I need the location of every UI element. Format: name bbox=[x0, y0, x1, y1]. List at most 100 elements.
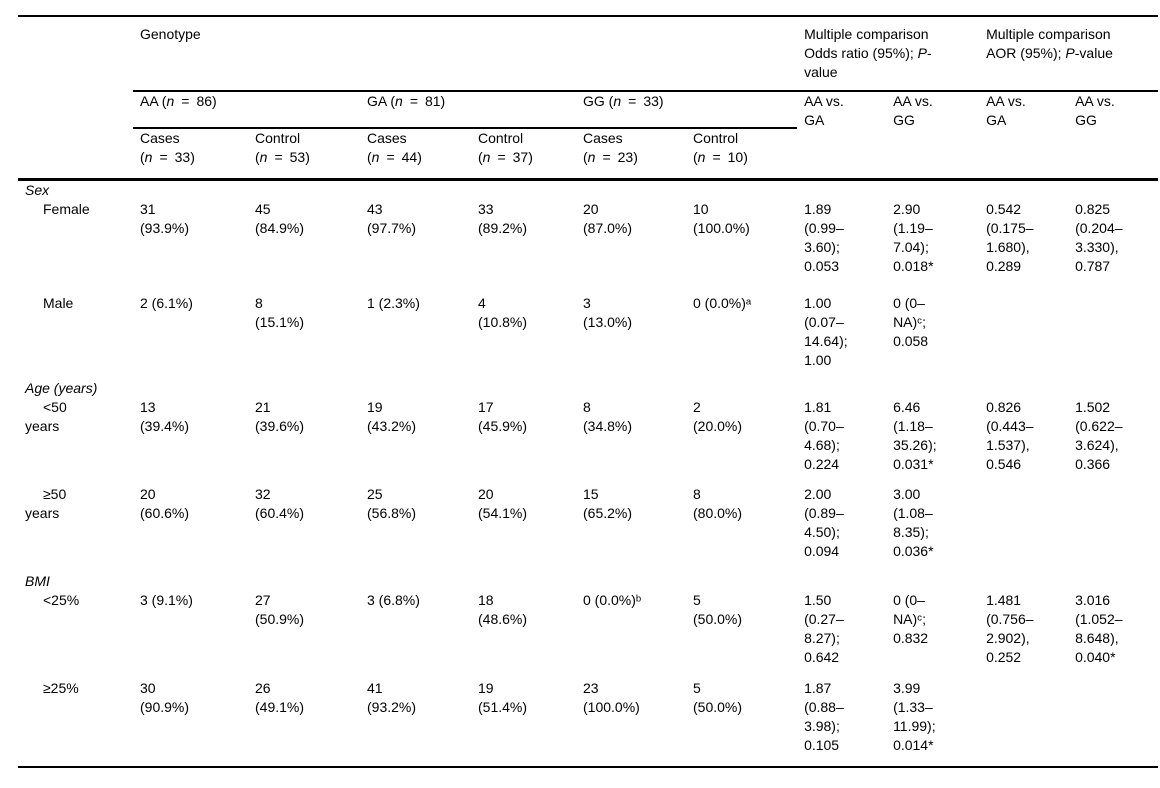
row-label: Female bbox=[43, 200, 90, 217]
subcolumn-header-ga-control: Control (n = 37) bbox=[471, 128, 576, 181]
section-title: Age (years) bbox=[25, 379, 98, 396]
table-cell: 19 (43.2%) bbox=[367, 398, 417, 434]
table-cell: 45 (84.9%) bbox=[255, 200, 305, 236]
table-body: Sex Female 31 (93.9%) 45 (84.9%) 43 (97.… bbox=[18, 179, 1159, 768]
table-cell: 1.81 (0.70– 4.68); 0.224 bbox=[804, 398, 844, 472]
section-title: BMI bbox=[25, 572, 50, 589]
group-aa-n-italic: n bbox=[166, 93, 175, 109]
table-cell: 25 (56.8%) bbox=[367, 485, 417, 521]
table-cell: 17 (45.9%) bbox=[478, 398, 528, 434]
row-label: ≥50 years bbox=[25, 485, 67, 521]
table-cell: 0 (0.0%)ᵇ bbox=[583, 591, 642, 608]
header-row-genotype-groups: AA (n = 86) GA (n = 81) GG (n = 33) AA v… bbox=[18, 91, 1159, 181]
table-cell: 2 (6.1%) bbox=[140, 294, 193, 311]
aor-header-p-italic: P bbox=[1065, 45, 1075, 61]
table-cell: 1.89 (0.99– 3.60); 0.053 bbox=[804, 200, 844, 274]
group-aa-post: = 86) bbox=[174, 93, 217, 109]
table-cell: 10 (100.0%) bbox=[693, 200, 750, 236]
table-cell: 27 (50.9%) bbox=[255, 591, 305, 627]
or-header-rest: - value bbox=[804, 45, 932, 80]
subcol-post: = 23) bbox=[595, 149, 638, 165]
table-cell: 20 (60.6%) bbox=[140, 485, 190, 521]
table-cell: 5 (50.0%) bbox=[686, 678, 798, 768]
or-header-p-italic: P bbox=[917, 45, 928, 61]
table-cell: 0.542 (0.175– 1.680), 0.289 bbox=[986, 200, 1034, 274]
aor-header-text: Multiple comparison AOR (95%); bbox=[986, 26, 1111, 61]
row-label-column-header bbox=[18, 15, 133, 181]
table-cell: 0 (0.0%)ᵃ bbox=[693, 294, 752, 311]
section-row-sex: Sex bbox=[18, 179, 1158, 200]
subcol-n-italic: n bbox=[482, 149, 491, 165]
row-label: <25% bbox=[43, 591, 80, 608]
group-gg-pre: GG ( bbox=[583, 93, 614, 109]
table-cell: 13 (39.4%) bbox=[140, 398, 190, 434]
subcol-post: = 33) bbox=[152, 149, 195, 165]
subcol-n-italic: n bbox=[697, 149, 706, 165]
table-cell: 1.481 (0.756– 2.902), 0.252 bbox=[986, 591, 1034, 665]
table-cell: 21 (39.6%) bbox=[255, 398, 305, 434]
subcolumn-header-gg-cases: Cases (n = 23) bbox=[576, 128, 686, 181]
header-row-spanners: Genotype Multiple comparison Odds ratio … bbox=[18, 15, 1159, 181]
genotype-spanner-label: Genotype bbox=[140, 26, 201, 42]
table-cell: 8 (34.8%) bbox=[583, 398, 633, 434]
group-header-aa: AA (n = 86) bbox=[133, 91, 360, 129]
group-aa-pre: AA ( bbox=[140, 93, 167, 109]
group-header-gg: GG (n = 33) bbox=[576, 91, 798, 129]
or-header-text: Multiple comparison Odds ratio (95%); bbox=[804, 26, 929, 61]
table-row-bmi-under25: <25% 3 (9.1%) 27 (50.9%) 3 (6.8%) 18 (48… bbox=[18, 591, 1158, 679]
table-cell: 8 (15.1%) bbox=[255, 294, 305, 330]
table-row-under50: <50 years 13 (39.4%) 21 (39.6%) 19 (43.2… bbox=[18, 398, 1158, 485]
genotype-comparison-table: Genotype Multiple comparison Odds ratio … bbox=[18, 15, 1159, 768]
section-row-bmi: BMI bbox=[18, 572, 1158, 591]
table-cell bbox=[979, 485, 1068, 572]
group-gg-post: = 33) bbox=[621, 93, 664, 109]
subcol-pre: Cases ( bbox=[583, 130, 623, 165]
comparison-header-or-aa-vs-ga: AA vs. GA bbox=[797, 91, 887, 181]
row-label: Male bbox=[43, 294, 74, 311]
table-cell: 41 (93.2%) bbox=[360, 678, 471, 768]
table-cell: 2.90 (1.19– 7.04); 0.018* bbox=[893, 200, 934, 274]
table-cell: 31 (93.9%) bbox=[140, 200, 190, 236]
table-cell bbox=[979, 678, 1069, 768]
comparison-header-aor-aa-vs-gg: AA vs. GG bbox=[1068, 91, 1159, 181]
subcol-n-italic: n bbox=[371, 149, 380, 165]
table-cell: 3.00 (1.08– 8.35); 0.036* bbox=[893, 485, 934, 559]
table-cell: 3 (6.8%) bbox=[367, 591, 420, 608]
comparison-header-or-aa-vs-gg: AA vs. GG bbox=[886, 91, 980, 181]
group-ga-post: = 81) bbox=[402, 93, 446, 109]
table-row-over50: ≥50 years 20 (60.6%) 32 (60.4%) 25 (56.8… bbox=[18, 485, 1158, 572]
table-cell: 18 (48.6%) bbox=[478, 591, 528, 627]
subcol-pre: Cases ( bbox=[367, 130, 407, 165]
table-cell: 0.825 (0.204– 3.330), 0.787 bbox=[1075, 200, 1123, 274]
table-cell: 2.00 (0.89– 4.50); 0.094 bbox=[804, 485, 844, 559]
table-cell: 33 (89.2%) bbox=[478, 200, 528, 236]
table-cell: 20 (87.0%) bbox=[583, 200, 633, 236]
table-cell: 32 (60.4%) bbox=[255, 485, 305, 521]
table-cell: 26 (49.1%) bbox=[248, 678, 360, 768]
table-cell: 1 (2.3%) bbox=[367, 294, 420, 311]
table-row-bmi-over25: ≥25% 30 (90.9%) 26 (49.1%) 41 (93.2%) 19… bbox=[18, 678, 1159, 768]
table-cell: 1.502 (0.622– 3.624), 0.366 bbox=[1075, 398, 1123, 472]
table-cell: 19 (51.4%) bbox=[471, 678, 576, 768]
table-cell: 6.46 (1.18– 35.26); 0.031* bbox=[893, 398, 937, 472]
table-header: Genotype Multiple comparison Odds ratio … bbox=[18, 15, 1159, 181]
genotype-spanner-header: Genotype bbox=[133, 15, 798, 92]
table-cell: 0 (0– NA)ᶜ; 0.058 bbox=[893, 294, 929, 349]
table-cell: 3 (9.1%) bbox=[140, 591, 193, 608]
table-cell: 0.826 (0.443– 1.537), 0.546 bbox=[986, 398, 1034, 472]
subcol-pre: Control ( bbox=[693, 130, 739, 165]
table-cell bbox=[1068, 678, 1159, 768]
table-cell: 1.87 (0.88– 3.98); 0.105 bbox=[797, 678, 887, 768]
subcol-pre: Cases ( bbox=[140, 130, 180, 165]
table-cell: 43 (97.7%) bbox=[367, 200, 417, 236]
subcol-pre: Control ( bbox=[478, 130, 524, 165]
subcol-post: = 10) bbox=[705, 149, 748, 165]
table-cell: 0 (0– NA)ᶜ; 0.832 bbox=[893, 591, 929, 646]
aor-group-header: Multiple comparison AOR (95%); P-value bbox=[979, 15, 1159, 92]
subcol-n-italic: n bbox=[587, 149, 596, 165]
group-ga-n-italic: n bbox=[395, 93, 403, 109]
subcolumn-header-aa-control: Control (n = 53) bbox=[248, 128, 360, 181]
group-header-ga: GA (n = 81) bbox=[360, 91, 576, 129]
table-cell bbox=[979, 294, 1068, 379]
